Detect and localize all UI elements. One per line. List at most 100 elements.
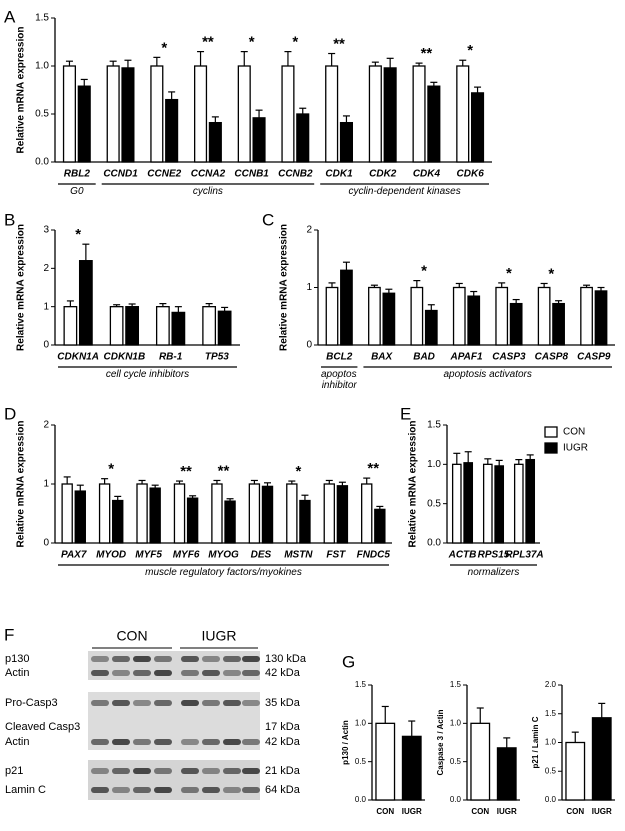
bar xyxy=(323,483,335,544)
x-tick-label: CON xyxy=(566,807,584,816)
blot-band xyxy=(91,768,109,774)
bar xyxy=(109,306,124,346)
bar xyxy=(470,722,491,801)
group-box: apoptosis inhibitor xyxy=(321,369,357,391)
bar xyxy=(106,65,120,163)
legend-swatch xyxy=(544,426,558,438)
bar xyxy=(136,483,148,544)
blot-strip xyxy=(88,760,260,800)
y-tick-label: 1.5 xyxy=(35,13,49,24)
significance: * xyxy=(548,265,554,282)
gene-label: BAX xyxy=(371,352,393,363)
blot-band xyxy=(223,656,241,662)
bar xyxy=(325,65,339,163)
blot-band xyxy=(202,787,220,793)
y-tick-label: 0.0 xyxy=(545,795,557,804)
bar xyxy=(580,286,593,346)
blot-band xyxy=(181,768,199,774)
bar xyxy=(77,85,91,163)
bar xyxy=(149,487,161,544)
group-label: G0 xyxy=(70,186,84,197)
blot-row-label: p21 xyxy=(5,765,23,777)
blot-size-label: 17 kDa xyxy=(265,721,301,733)
blot-band xyxy=(133,739,151,745)
group-label: CON xyxy=(116,628,147,644)
y-tick-label: 0.5 xyxy=(355,757,367,766)
group-box: muscle regulatory factors/myokines xyxy=(145,567,302,578)
bar xyxy=(112,499,124,544)
legend-swatch xyxy=(544,442,558,454)
bar xyxy=(171,311,186,346)
y-tick-label: 0.5 xyxy=(545,766,557,775)
blot-band xyxy=(202,670,220,676)
blot-band xyxy=(133,787,151,793)
group-label: muscle regulatory factors/myokines xyxy=(145,567,302,578)
bar xyxy=(368,286,381,346)
bar xyxy=(565,741,586,801)
blot-row-label: Actin xyxy=(5,736,29,748)
bar xyxy=(61,483,73,544)
gene-label: CASP8 xyxy=(535,352,569,363)
group-label: cyclins xyxy=(192,186,223,197)
blot-band xyxy=(242,700,260,706)
blot-band xyxy=(112,670,130,676)
y-tick-label: 1.0 xyxy=(355,718,367,727)
y-axis-label: Relative mRNA expression xyxy=(16,421,27,548)
blot-size-label: 42 kDa xyxy=(265,736,301,748)
bar xyxy=(552,302,565,346)
bar xyxy=(165,98,179,163)
group-label: cyclin-dependent kinases xyxy=(348,186,461,197)
y-tick-label: 3 xyxy=(43,225,49,236)
blot-band xyxy=(181,670,199,676)
blot-band xyxy=(181,787,199,793)
gene-label: RBL2 xyxy=(64,169,91,180)
blot-band xyxy=(223,700,241,706)
blot-band xyxy=(202,700,220,706)
y-tick-label: 0.5 xyxy=(35,109,49,120)
bar xyxy=(496,747,517,801)
bar xyxy=(494,465,505,544)
gene-label: CCNB2 xyxy=(278,169,313,180)
group-box: cyclin-dependent kinases xyxy=(348,186,461,197)
blot-band xyxy=(133,768,151,774)
significance: * xyxy=(292,34,298,51)
y-tick-label: 1.0 xyxy=(427,459,441,470)
significance: ** xyxy=(367,460,379,477)
blot-band xyxy=(112,700,130,706)
blot-row-label: Actin xyxy=(5,667,29,679)
blot-band xyxy=(91,700,109,706)
gene-label: MSTN xyxy=(284,550,313,561)
bar xyxy=(424,309,438,346)
blot-band xyxy=(181,656,199,662)
bar xyxy=(325,286,339,346)
bar xyxy=(78,260,93,346)
bar xyxy=(368,65,382,163)
blot-band xyxy=(242,656,260,662)
bar xyxy=(467,295,481,346)
bar xyxy=(261,485,274,544)
gene-label: CCNE2 xyxy=(147,169,181,180)
y-tick-label: 2 xyxy=(306,225,312,236)
bar xyxy=(299,499,311,544)
x-tick-label: IUGR xyxy=(402,807,422,816)
blot-band xyxy=(242,768,260,774)
bar xyxy=(427,85,441,163)
bar xyxy=(591,717,612,801)
significance: * xyxy=(249,34,255,51)
blot-band xyxy=(133,670,151,676)
blot-size-label: 64 kDa xyxy=(265,784,301,796)
y-tick-label: 1.0 xyxy=(35,61,49,72)
blot-size-label: 130 kDa xyxy=(265,653,307,665)
gene-label: MYF5 xyxy=(135,550,162,561)
gene-label: CCNA2 xyxy=(191,169,226,180)
bar xyxy=(401,735,422,801)
blot-band xyxy=(242,787,260,793)
bar xyxy=(224,500,236,544)
gene-label: FST xyxy=(326,550,346,561)
y-tick-label: 1.5 xyxy=(450,680,462,689)
y-tick-label: 0.0 xyxy=(35,157,49,168)
blot-band xyxy=(133,700,151,706)
blot-size-label: 35 kDa xyxy=(265,697,301,709)
significance: ** xyxy=(202,34,214,51)
y-tick-label: 1.5 xyxy=(427,420,441,431)
